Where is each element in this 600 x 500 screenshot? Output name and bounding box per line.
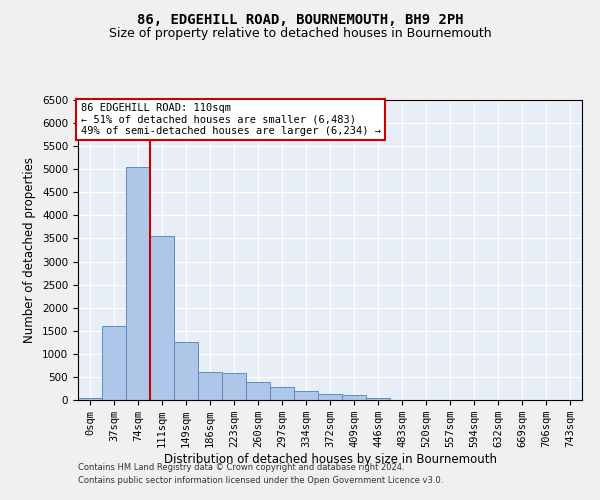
- Bar: [222, 374, 246, 400]
- Bar: [102, 326, 126, 400]
- Bar: [318, 394, 342, 400]
- Bar: [198, 372, 222, 400]
- Bar: [366, 398, 390, 400]
- Text: Contains HM Land Registry data © Crown copyright and database right 2024.: Contains HM Land Registry data © Crown c…: [78, 464, 404, 472]
- Y-axis label: Number of detached properties: Number of detached properties: [23, 157, 37, 343]
- Bar: [246, 382, 270, 400]
- Bar: [342, 396, 366, 400]
- Bar: [150, 236, 174, 400]
- X-axis label: Distribution of detached houses by size in Bournemouth: Distribution of detached houses by size …: [163, 453, 497, 466]
- Bar: [174, 342, 198, 400]
- Bar: [270, 388, 294, 400]
- Bar: [126, 167, 150, 400]
- Text: 86 EDGEHILL ROAD: 110sqm
← 51% of detached houses are smaller (6,483)
49% of sem: 86 EDGEHILL ROAD: 110sqm ← 51% of detach…: [80, 103, 380, 136]
- Text: Size of property relative to detached houses in Bournemouth: Size of property relative to detached ho…: [109, 28, 491, 40]
- Text: 86, EDGEHILL ROAD, BOURNEMOUTH, BH9 2PH: 86, EDGEHILL ROAD, BOURNEMOUTH, BH9 2PH: [137, 12, 463, 26]
- Bar: [294, 391, 318, 400]
- Bar: [78, 398, 102, 400]
- Text: Contains public sector information licensed under the Open Government Licence v3: Contains public sector information licen…: [78, 476, 443, 485]
